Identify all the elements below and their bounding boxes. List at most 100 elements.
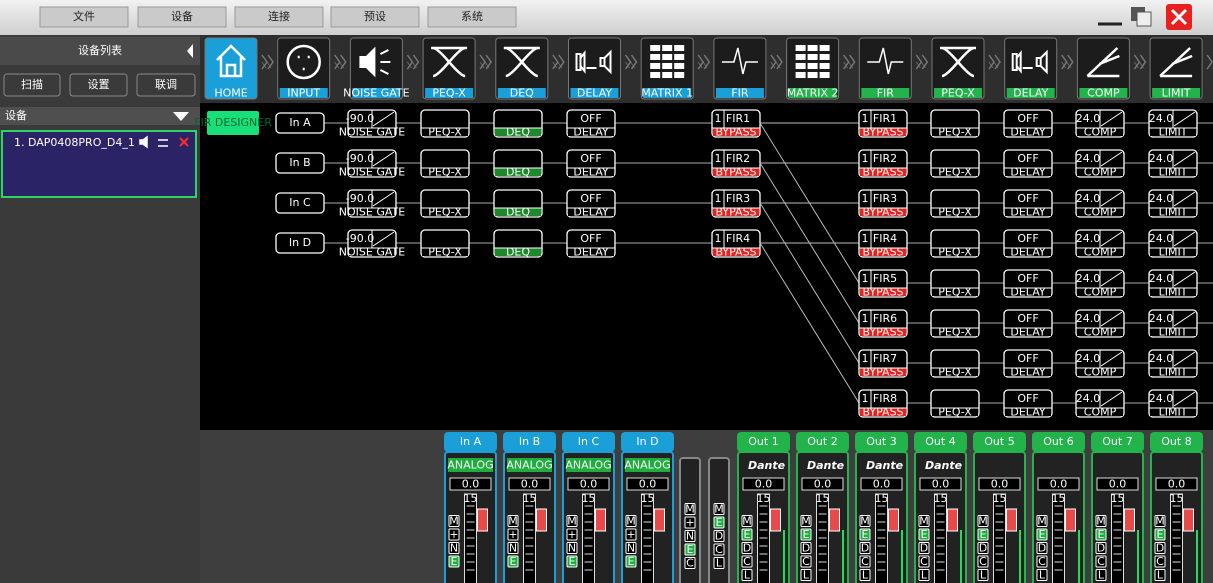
strip-button[interactable] <box>859 569 871 581</box>
strip-button[interactable] <box>507 515 519 527</box>
strip-button[interactable] <box>507 528 519 541</box>
gain-box[interactable] <box>508 477 551 491</box>
strip-button[interactable] <box>507 542 519 554</box>
toolbar-item[interactable] <box>1149 37 1203 100</box>
toolbar-item[interactable] <box>1076 37 1130 100</box>
strip-tab[interactable] <box>796 432 849 452</box>
input-block[interactable] <box>275 112 325 134</box>
strip-tab[interactable] <box>621 432 674 452</box>
menu-item[interactable] <box>234 6 324 28</box>
sidebar-button[interactable] <box>69 73 128 97</box>
toolbar-item[interactable] <box>858 37 912 100</box>
menu-item[interactable] <box>330 6 420 28</box>
strip-button[interactable] <box>918 555 930 568</box>
strip-button[interactable] <box>448 542 460 554</box>
strip-button[interactable] <box>977 515 989 527</box>
toolbar-item[interactable] <box>640 37 694 100</box>
strip-button[interactable] <box>1036 569 1048 581</box>
strip-button[interactable] <box>1095 569 1107 581</box>
strip-button[interactable] <box>625 542 637 554</box>
strip-button[interactable] <box>566 542 578 554</box>
device-remove[interactable] <box>179 137 189 147</box>
fader-knob[interactable] <box>1065 508 1076 532</box>
strip-button[interactable] <box>1154 515 1166 527</box>
strip-tab[interactable] <box>1150 432 1203 452</box>
toolbar-item[interactable] <box>422 37 476 100</box>
fir-designer-button[interactable] <box>207 111 259 135</box>
strip-button[interactable] <box>684 503 696 515</box>
fader-knob[interactable] <box>595 508 606 532</box>
collapse-arrow[interactable] <box>187 44 193 58</box>
strip-button[interactable] <box>684 516 696 529</box>
strip-tab[interactable] <box>973 432 1026 452</box>
fader-knob[interactable] <box>829 508 840 532</box>
menu-item[interactable] <box>427 6 517 28</box>
strip-button[interactable] <box>713 557 725 569</box>
strip-button[interactable] <box>800 542 812 554</box>
strip-button[interactable] <box>800 528 812 541</box>
strip-tab[interactable] <box>737 432 790 452</box>
strip-button[interactable] <box>1036 528 1048 541</box>
input-block[interactable] <box>275 152 325 174</box>
strip-button[interactable] <box>977 555 989 568</box>
strip-button[interactable] <box>741 555 753 568</box>
toolbar-item[interactable] <box>277 37 331 100</box>
strip-button[interactable] <box>800 515 812 527</box>
strip-button[interactable] <box>918 569 930 581</box>
strip-tab[interactable] <box>1091 432 1144 452</box>
fader-knob[interactable] <box>1006 508 1017 532</box>
strip-button[interactable] <box>566 515 578 527</box>
toolbar-item[interactable] <box>204 37 258 100</box>
strip-button[interactable] <box>1095 555 1107 568</box>
strip-button[interactable] <box>741 569 753 581</box>
toolbar-item[interactable] <box>568 37 621 100</box>
strip-button[interactable] <box>684 557 696 569</box>
menu-item[interactable] <box>39 6 129 28</box>
strip-tab[interactable] <box>1032 432 1085 452</box>
fader-knob[interactable] <box>888 508 899 532</box>
gain-box[interactable] <box>1037 477 1080 491</box>
fader-knob[interactable] <box>1183 508 1194 532</box>
strip-button[interactable] <box>625 515 637 527</box>
strip-button[interactable] <box>859 528 871 541</box>
menu-item[interactable] <box>137 6 227 28</box>
gain-box[interactable] <box>860 477 903 491</box>
strip-button[interactable] <box>859 555 871 568</box>
device-item[interactable] <box>1 130 197 198</box>
toolbar-item[interactable] <box>1004 37 1058 100</box>
sidebar-button[interactable] <box>3 73 61 97</box>
input-block[interactable] <box>275 232 325 254</box>
strip-button[interactable] <box>918 542 930 554</box>
strip-button[interactable] <box>566 555 578 568</box>
strip-button[interactable] <box>713 503 725 515</box>
strip-button[interactable] <box>977 528 989 541</box>
fader-knob[interactable] <box>536 508 547 532</box>
strip-button[interactable] <box>918 515 930 527</box>
fader-knob[interactable] <box>770 508 781 532</box>
close-button[interactable] <box>1166 4 1192 30</box>
strip-button[interactable] <box>918 528 930 541</box>
toolbar-item[interactable] <box>713 37 767 100</box>
strip-button[interactable] <box>1154 528 1166 541</box>
strip-tab[interactable] <box>444 432 497 452</box>
toolbar-item[interactable] <box>931 37 985 100</box>
strip-button[interactable] <box>684 530 696 542</box>
strip-tab[interactable] <box>914 432 967 452</box>
strip-button[interactable] <box>625 555 637 568</box>
strip-button[interactable] <box>800 555 812 568</box>
strip-tab[interactable] <box>855 432 908 452</box>
gain-box[interactable] <box>801 477 844 491</box>
gain-box[interactable] <box>1155 477 1198 491</box>
strip-button[interactable] <box>684 543 696 556</box>
toolbar-item[interactable] <box>786 37 840 100</box>
input-block[interactable] <box>275 192 325 214</box>
strip-button[interactable] <box>1095 528 1107 541</box>
strip-button[interactable] <box>741 515 753 527</box>
strip-button[interactable] <box>713 516 725 529</box>
strip-button[interactable] <box>448 555 460 568</box>
section-arrow[interactable] <box>173 112 189 121</box>
strip-button[interactable] <box>800 569 812 581</box>
gain-box[interactable] <box>449 477 492 491</box>
strip-button[interactable] <box>1036 515 1048 527</box>
fader-knob[interactable] <box>654 508 665 532</box>
